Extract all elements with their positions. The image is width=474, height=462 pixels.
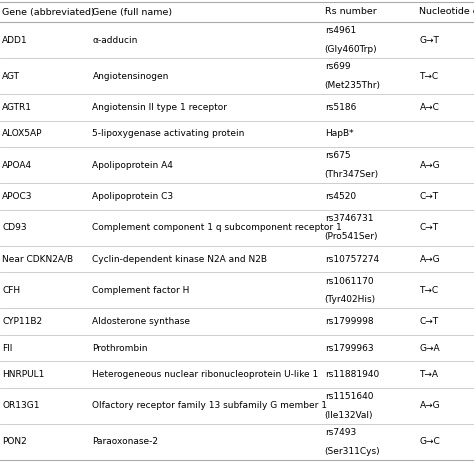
- Text: (Tyr402His): (Tyr402His): [325, 295, 376, 304]
- Text: HapB*: HapB*: [325, 129, 353, 139]
- Text: rs10757274: rs10757274: [325, 255, 379, 263]
- Text: rs11881940: rs11881940: [325, 370, 379, 379]
- Text: Cyclin-dependent kinase N2A and N2B: Cyclin-dependent kinase N2A and N2B: [92, 255, 267, 263]
- Text: 5-lipoxygenase activating protein: 5-lipoxygenase activating protein: [92, 129, 245, 139]
- Text: A→G: A→G: [419, 161, 440, 170]
- Text: AGTR1: AGTR1: [2, 103, 32, 112]
- Text: (Met235Thr): (Met235Thr): [325, 81, 381, 90]
- Text: T→C: T→C: [419, 286, 438, 295]
- Text: G→T: G→T: [419, 36, 439, 44]
- Text: CD93: CD93: [2, 223, 27, 232]
- Text: rs4520: rs4520: [325, 192, 356, 201]
- Text: C→T: C→T: [419, 223, 438, 232]
- Text: Olfactory receptor family 13 subfamily G member 1: Olfactory receptor family 13 subfamily G…: [92, 401, 328, 410]
- Text: Gene (abbreviated): Gene (abbreviated): [2, 7, 95, 17]
- Text: A→C: A→C: [419, 103, 439, 112]
- Text: G→C: G→C: [419, 438, 440, 446]
- Text: AGT: AGT: [2, 72, 20, 80]
- Text: rs4961: rs4961: [325, 26, 356, 35]
- Text: Prothrombin: Prothrombin: [92, 344, 148, 353]
- Text: Aldosterone synthase: Aldosterone synthase: [92, 317, 191, 326]
- Text: G→A: G→A: [419, 344, 440, 353]
- Text: α-adducin: α-adducin: [92, 36, 138, 44]
- Text: Nucleotide change: Nucleotide change: [419, 7, 474, 17]
- Text: rs1799998: rs1799998: [325, 317, 374, 326]
- Text: Rs number: Rs number: [325, 7, 376, 17]
- Text: FII: FII: [2, 344, 13, 353]
- Text: A→G: A→G: [419, 255, 440, 263]
- Text: (Gly460Trp): (Gly460Trp): [325, 45, 377, 54]
- Text: rs5186: rs5186: [325, 103, 356, 112]
- Text: Paraoxonase-2: Paraoxonase-2: [92, 438, 158, 446]
- Text: ALOX5AP: ALOX5AP: [2, 129, 43, 139]
- Text: Gene (full name): Gene (full name): [92, 7, 173, 17]
- Text: C→T: C→T: [419, 192, 438, 201]
- Text: ADD1: ADD1: [2, 36, 28, 44]
- Text: Complement component 1 q subcomponent receptor 1: Complement component 1 q subcomponent re…: [92, 223, 342, 232]
- Text: rs7493: rs7493: [325, 428, 356, 437]
- Text: rs1061170: rs1061170: [325, 277, 374, 286]
- Text: T→C: T→C: [419, 72, 438, 80]
- Text: Apolipoprotein C3: Apolipoprotein C3: [92, 192, 173, 201]
- Text: rs1151640: rs1151640: [325, 392, 373, 401]
- Text: CFH: CFH: [2, 286, 20, 295]
- Text: rs1799963: rs1799963: [325, 344, 374, 353]
- Text: APOA4: APOA4: [2, 161, 33, 170]
- Text: rs675: rs675: [325, 152, 350, 160]
- Text: Near CDKN2A/B: Near CDKN2A/B: [2, 255, 73, 263]
- Text: Heterogeneous nuclear ribonucleoprotein U-like 1: Heterogeneous nuclear ribonucleoprotein …: [92, 370, 319, 379]
- Text: APOC3: APOC3: [2, 192, 33, 201]
- Text: (Ile132Val): (Ile132Val): [325, 411, 373, 419]
- Text: Complement factor H: Complement factor H: [92, 286, 190, 295]
- Text: A→G: A→G: [419, 401, 440, 410]
- Text: PON2: PON2: [2, 438, 27, 446]
- Text: CYP11B2: CYP11B2: [2, 317, 43, 326]
- Text: Angiotensin II type 1 receptor: Angiotensin II type 1 receptor: [92, 103, 228, 112]
- Text: (Pro541Ser): (Pro541Ser): [325, 232, 378, 242]
- Text: C→T: C→T: [419, 317, 438, 326]
- Text: Angiotensinogen: Angiotensinogen: [92, 72, 169, 80]
- Text: (Ser311Cys): (Ser311Cys): [325, 447, 380, 456]
- Text: Apolipoprotein A4: Apolipoprotein A4: [92, 161, 173, 170]
- Text: rs699: rs699: [325, 62, 350, 71]
- Text: (Thr347Ser): (Thr347Ser): [325, 170, 379, 179]
- Text: OR13G1: OR13G1: [2, 401, 40, 410]
- Text: HNRPUL1: HNRPUL1: [2, 370, 45, 379]
- Text: T→A: T→A: [419, 370, 438, 379]
- Text: rs3746731: rs3746731: [325, 214, 373, 223]
